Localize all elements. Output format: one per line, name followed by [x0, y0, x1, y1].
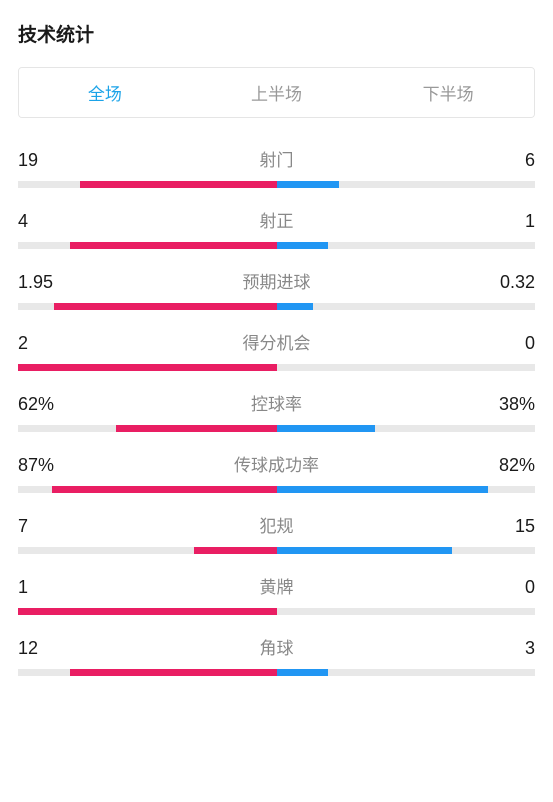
stat-row: 1.95预期进球0.32 [18, 268, 535, 310]
stat-value-left: 1 [18, 577, 58, 598]
stat-label: 控球率 [58, 390, 495, 415]
stat-bars [18, 486, 535, 493]
bar-left-fill [18, 364, 277, 371]
stat-row: 4射正1 [18, 207, 535, 249]
stat-bars [18, 181, 535, 188]
bar-right-track [277, 364, 536, 371]
bar-right-fill [277, 547, 453, 554]
stat-value-left: 12 [18, 638, 58, 659]
tab-period-1[interactable]: 上半场 [191, 68, 363, 117]
bar-right-track [277, 303, 536, 310]
stat-bars [18, 425, 535, 432]
bar-right-fill [277, 303, 313, 310]
stat-value-left: 7 [18, 516, 58, 537]
stat-value-left: 2 [18, 333, 58, 354]
bar-right-track [277, 242, 536, 249]
stat-bars [18, 608, 535, 615]
bar-left-track [18, 608, 277, 615]
bar-right-fill [277, 669, 329, 676]
stat-bars [18, 303, 535, 310]
stat-row: 12角球3 [18, 634, 535, 676]
stat-value-right: 38% [495, 394, 535, 415]
stat-value-right: 82% [495, 455, 535, 476]
bar-right-track [277, 181, 536, 188]
tab-period-0[interactable]: 全场 [19, 68, 191, 117]
tab-period-2[interactable]: 下半场 [362, 68, 534, 117]
stat-label: 射门 [58, 146, 495, 171]
bar-right-track [277, 547, 536, 554]
bar-right-track [277, 669, 536, 676]
bar-left-fill [70, 242, 277, 249]
page-title: 技术统计 [18, 20, 535, 47]
stat-value-left: 1.95 [18, 272, 58, 293]
stat-value-left: 4 [18, 211, 58, 232]
bar-left-track [18, 669, 277, 676]
bar-left-track [18, 242, 277, 249]
stat-value-right: 1 [495, 211, 535, 232]
stat-label: 角球 [58, 634, 495, 659]
bar-right-fill [277, 242, 329, 249]
stat-label: 传球成功率 [58, 451, 495, 476]
bar-left-track [18, 181, 277, 188]
stat-bars [18, 242, 535, 249]
stat-row: 1黄牌0 [18, 573, 535, 615]
bar-left-fill [70, 669, 277, 676]
stat-label: 犯规 [58, 512, 495, 537]
stat-row: 19射门6 [18, 146, 535, 188]
bar-right-track [277, 486, 536, 493]
stat-value-right: 15 [495, 516, 535, 537]
stat-value-right: 0 [495, 333, 535, 354]
stat-row: 7犯规15 [18, 512, 535, 554]
bar-left-fill [52, 486, 277, 493]
stat-label: 预期进球 [58, 268, 495, 293]
stat-value-left: 87% [18, 455, 58, 476]
bar-right-track [277, 425, 536, 432]
bar-right-fill [277, 486, 489, 493]
bar-left-track [18, 547, 277, 554]
stat-value-right: 0.32 [495, 272, 535, 293]
bar-left-fill [194, 547, 277, 554]
stat-value-right: 0 [495, 577, 535, 598]
stat-label: 射正 [58, 207, 495, 232]
bar-right-fill [277, 181, 339, 188]
stat-label: 黄牌 [58, 573, 495, 598]
stat-row: 62%控球率38% [18, 390, 535, 432]
bar-right-track [277, 608, 536, 615]
stat-bars [18, 547, 535, 554]
period-tabs: 全场上半场下半场 [18, 67, 535, 118]
stat-value-right: 3 [495, 638, 535, 659]
bar-left-track [18, 364, 277, 371]
stat-label: 得分机会 [58, 329, 495, 354]
bar-right-fill [277, 425, 375, 432]
bar-left-track [18, 486, 277, 493]
stat-value-left: 19 [18, 150, 58, 171]
bar-left-track [18, 303, 277, 310]
stat-bars [18, 364, 535, 371]
bar-left-fill [80, 181, 276, 188]
stat-row: 2得分机会0 [18, 329, 535, 371]
bar-left-fill [54, 303, 276, 310]
stats-list: 19射门64射正11.95预期进球0.322得分机会062%控球率38%87%传… [18, 146, 535, 676]
bar-left-fill [116, 425, 276, 432]
stat-value-right: 6 [495, 150, 535, 171]
stat-row: 87%传球成功率82% [18, 451, 535, 493]
stat-bars [18, 669, 535, 676]
bar-left-fill [18, 608, 277, 615]
stat-value-left: 62% [18, 394, 58, 415]
bar-left-track [18, 425, 277, 432]
